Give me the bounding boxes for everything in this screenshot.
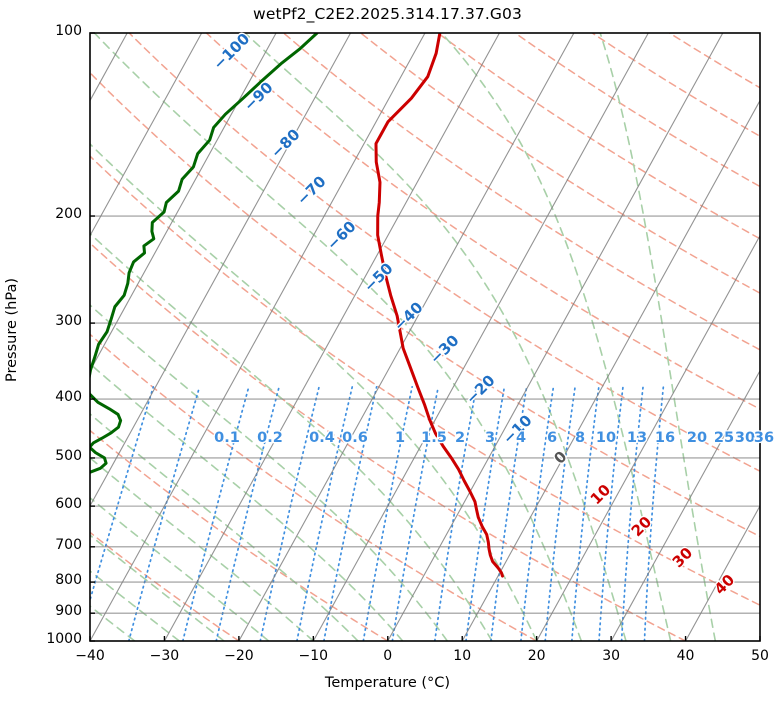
mixing-ratio-label-1.5: 1.5 bbox=[421, 430, 447, 446]
y-tick-label: 500 bbox=[55, 447, 82, 464]
isotherm-label--20: −20 bbox=[462, 371, 498, 407]
y-tick-label: 1000 bbox=[46, 631, 82, 647]
isotherm-label--60: −60 bbox=[323, 217, 359, 253]
y-tick-label: 100 bbox=[55, 23, 82, 39]
y-tick-label: 200 bbox=[55, 206, 82, 223]
mixing-ratio-label-0.1: 0.1 bbox=[214, 430, 240, 446]
mixing-ratio-label-20: 20 bbox=[687, 430, 707, 446]
gridlines-group bbox=[90, 33, 760, 641]
mixing-ratio-label-16: 16 bbox=[655, 430, 675, 446]
x-tick-label: 30 bbox=[602, 648, 621, 664]
isotherm-label--100: −100 bbox=[210, 30, 254, 74]
x-tick-label: 40 bbox=[676, 648, 695, 664]
y-tick-label: 400 bbox=[55, 389, 82, 406]
mixing-ratio-label-30: 30 bbox=[735, 430, 755, 446]
mixing-ratio-label-8: 8 bbox=[575, 430, 585, 446]
x-tick-label: −10 bbox=[298, 648, 329, 664]
x-tick-label: 50 bbox=[751, 648, 769, 664]
profile-group bbox=[90, 33, 504, 578]
mixing-ratio-label-13: 13 bbox=[627, 430, 647, 446]
mixing-ratio-label-0.6: 0.6 bbox=[342, 430, 368, 446]
x-tick-label: 10 bbox=[453, 648, 472, 664]
isotherm-label--30: −30 bbox=[426, 331, 462, 367]
y-tick-label: 600 bbox=[55, 496, 82, 513]
isotherm-label-30: 30 bbox=[669, 544, 696, 571]
x-tick-label: 0 bbox=[383, 648, 393, 664]
isotherm-label--40: −40 bbox=[390, 298, 426, 334]
profile-line-dewpoint bbox=[90, 33, 319, 474]
mixing-ratio-label-10: 10 bbox=[596, 430, 616, 446]
x-tick-label: 20 bbox=[527, 648, 546, 664]
y-tick-label: 900 bbox=[55, 603, 82, 620]
mixing-ratio-label-2: 2 bbox=[455, 430, 465, 446]
x-tick-label: −30 bbox=[149, 648, 180, 664]
x-tick-label: −20 bbox=[224, 648, 254, 664]
x-tick-label: −40 bbox=[75, 648, 105, 664]
isotherm-label--50: −50 bbox=[360, 259, 396, 295]
plot-frame bbox=[89, 32, 761, 642]
x-axis-label: Temperature (°C) bbox=[324, 675, 451, 691]
mixing-ratio-label-1: 1 bbox=[395, 430, 405, 446]
y-tick-label: 300 bbox=[55, 313, 82, 330]
mixing-ratio-label-0.2: 0.2 bbox=[257, 430, 283, 446]
mixing-ratio-label-36: 36 bbox=[754, 430, 774, 446]
mixing-ratio-label-3: 3 bbox=[485, 430, 495, 446]
isotherm-label--90: −90 bbox=[240, 78, 276, 114]
isotherm-label-40: 40 bbox=[711, 571, 738, 598]
page-title: wetPf2_C2E2.2025.314.17.37.G03 bbox=[253, 5, 522, 23]
isotherm-label--70: −70 bbox=[293, 172, 329, 208]
mixing-ratio-label-25: 25 bbox=[714, 430, 734, 446]
y-tick-label: 700 bbox=[55, 536, 82, 553]
profile-line-temperature bbox=[374, 33, 504, 578]
y-tick-label: 800 bbox=[55, 572, 82, 589]
isotherm-label--80: −80 bbox=[267, 125, 303, 161]
mixing-ratio-label-6: 6 bbox=[547, 430, 557, 446]
mixing-ratio-label-0.4: 0.4 bbox=[309, 430, 335, 446]
mixing-ratio-label-4: 4 bbox=[516, 430, 526, 446]
